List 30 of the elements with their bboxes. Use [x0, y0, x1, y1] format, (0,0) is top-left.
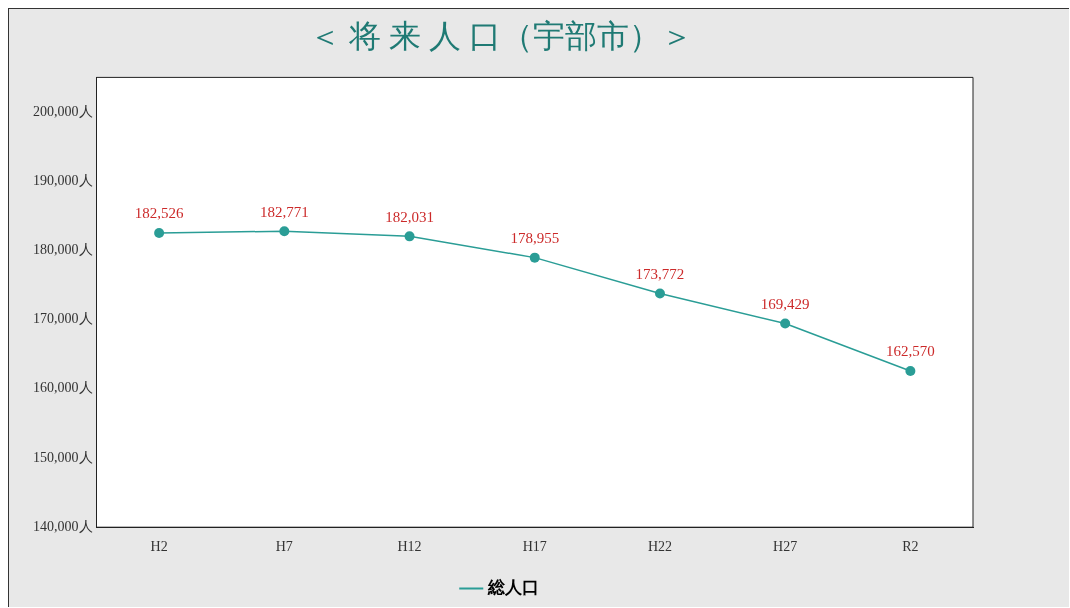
- point: [529, 252, 540, 263]
- y-tick-label: 160,000人: [33, 380, 93, 396]
- x-tick-label: H22: [647, 539, 673, 555]
- y-tick-label: 140,000人: [33, 518, 93, 534]
- data-label: 178,955: [510, 230, 560, 247]
- legend-label: 総人口: [487, 577, 540, 597]
- data-label: 182,526: [134, 205, 184, 222]
- point: [905, 366, 916, 377]
- x-tick-label: H7: [275, 539, 293, 555]
- x-tick-label: H27: [773, 539, 798, 555]
- data-label: 173,772: [635, 265, 685, 282]
- point: [279, 226, 290, 237]
- y-tick-label: 170,000人: [33, 311, 93, 327]
- x-tick-label: R2: [902, 539, 919, 555]
- data-label: 182,771: [259, 203, 309, 220]
- y-tick-label: 180,000人: [33, 242, 93, 258]
- point: [154, 227, 165, 238]
- data-label: 182,031: [385, 208, 434, 225]
- x-tick-label: H17: [522, 539, 547, 555]
- data-label: 169,429: [760, 295, 810, 312]
- y-tick-label: 150,000人: [33, 449, 93, 465]
- x-tick-label: H2: [150, 539, 168, 555]
- point: [780, 318, 791, 329]
- point: [654, 288, 665, 299]
- data-label: 162,570: [886, 343, 935, 360]
- point: [404, 231, 415, 242]
- x-tick-label: H12: [397, 539, 422, 555]
- chart-title: ＜ 将 来 人 口（宇部市）＞: [309, 17, 693, 54]
- y-tick-label: 190,000人: [33, 172, 93, 188]
- y-tick-label: 200,000人: [33, 103, 93, 119]
